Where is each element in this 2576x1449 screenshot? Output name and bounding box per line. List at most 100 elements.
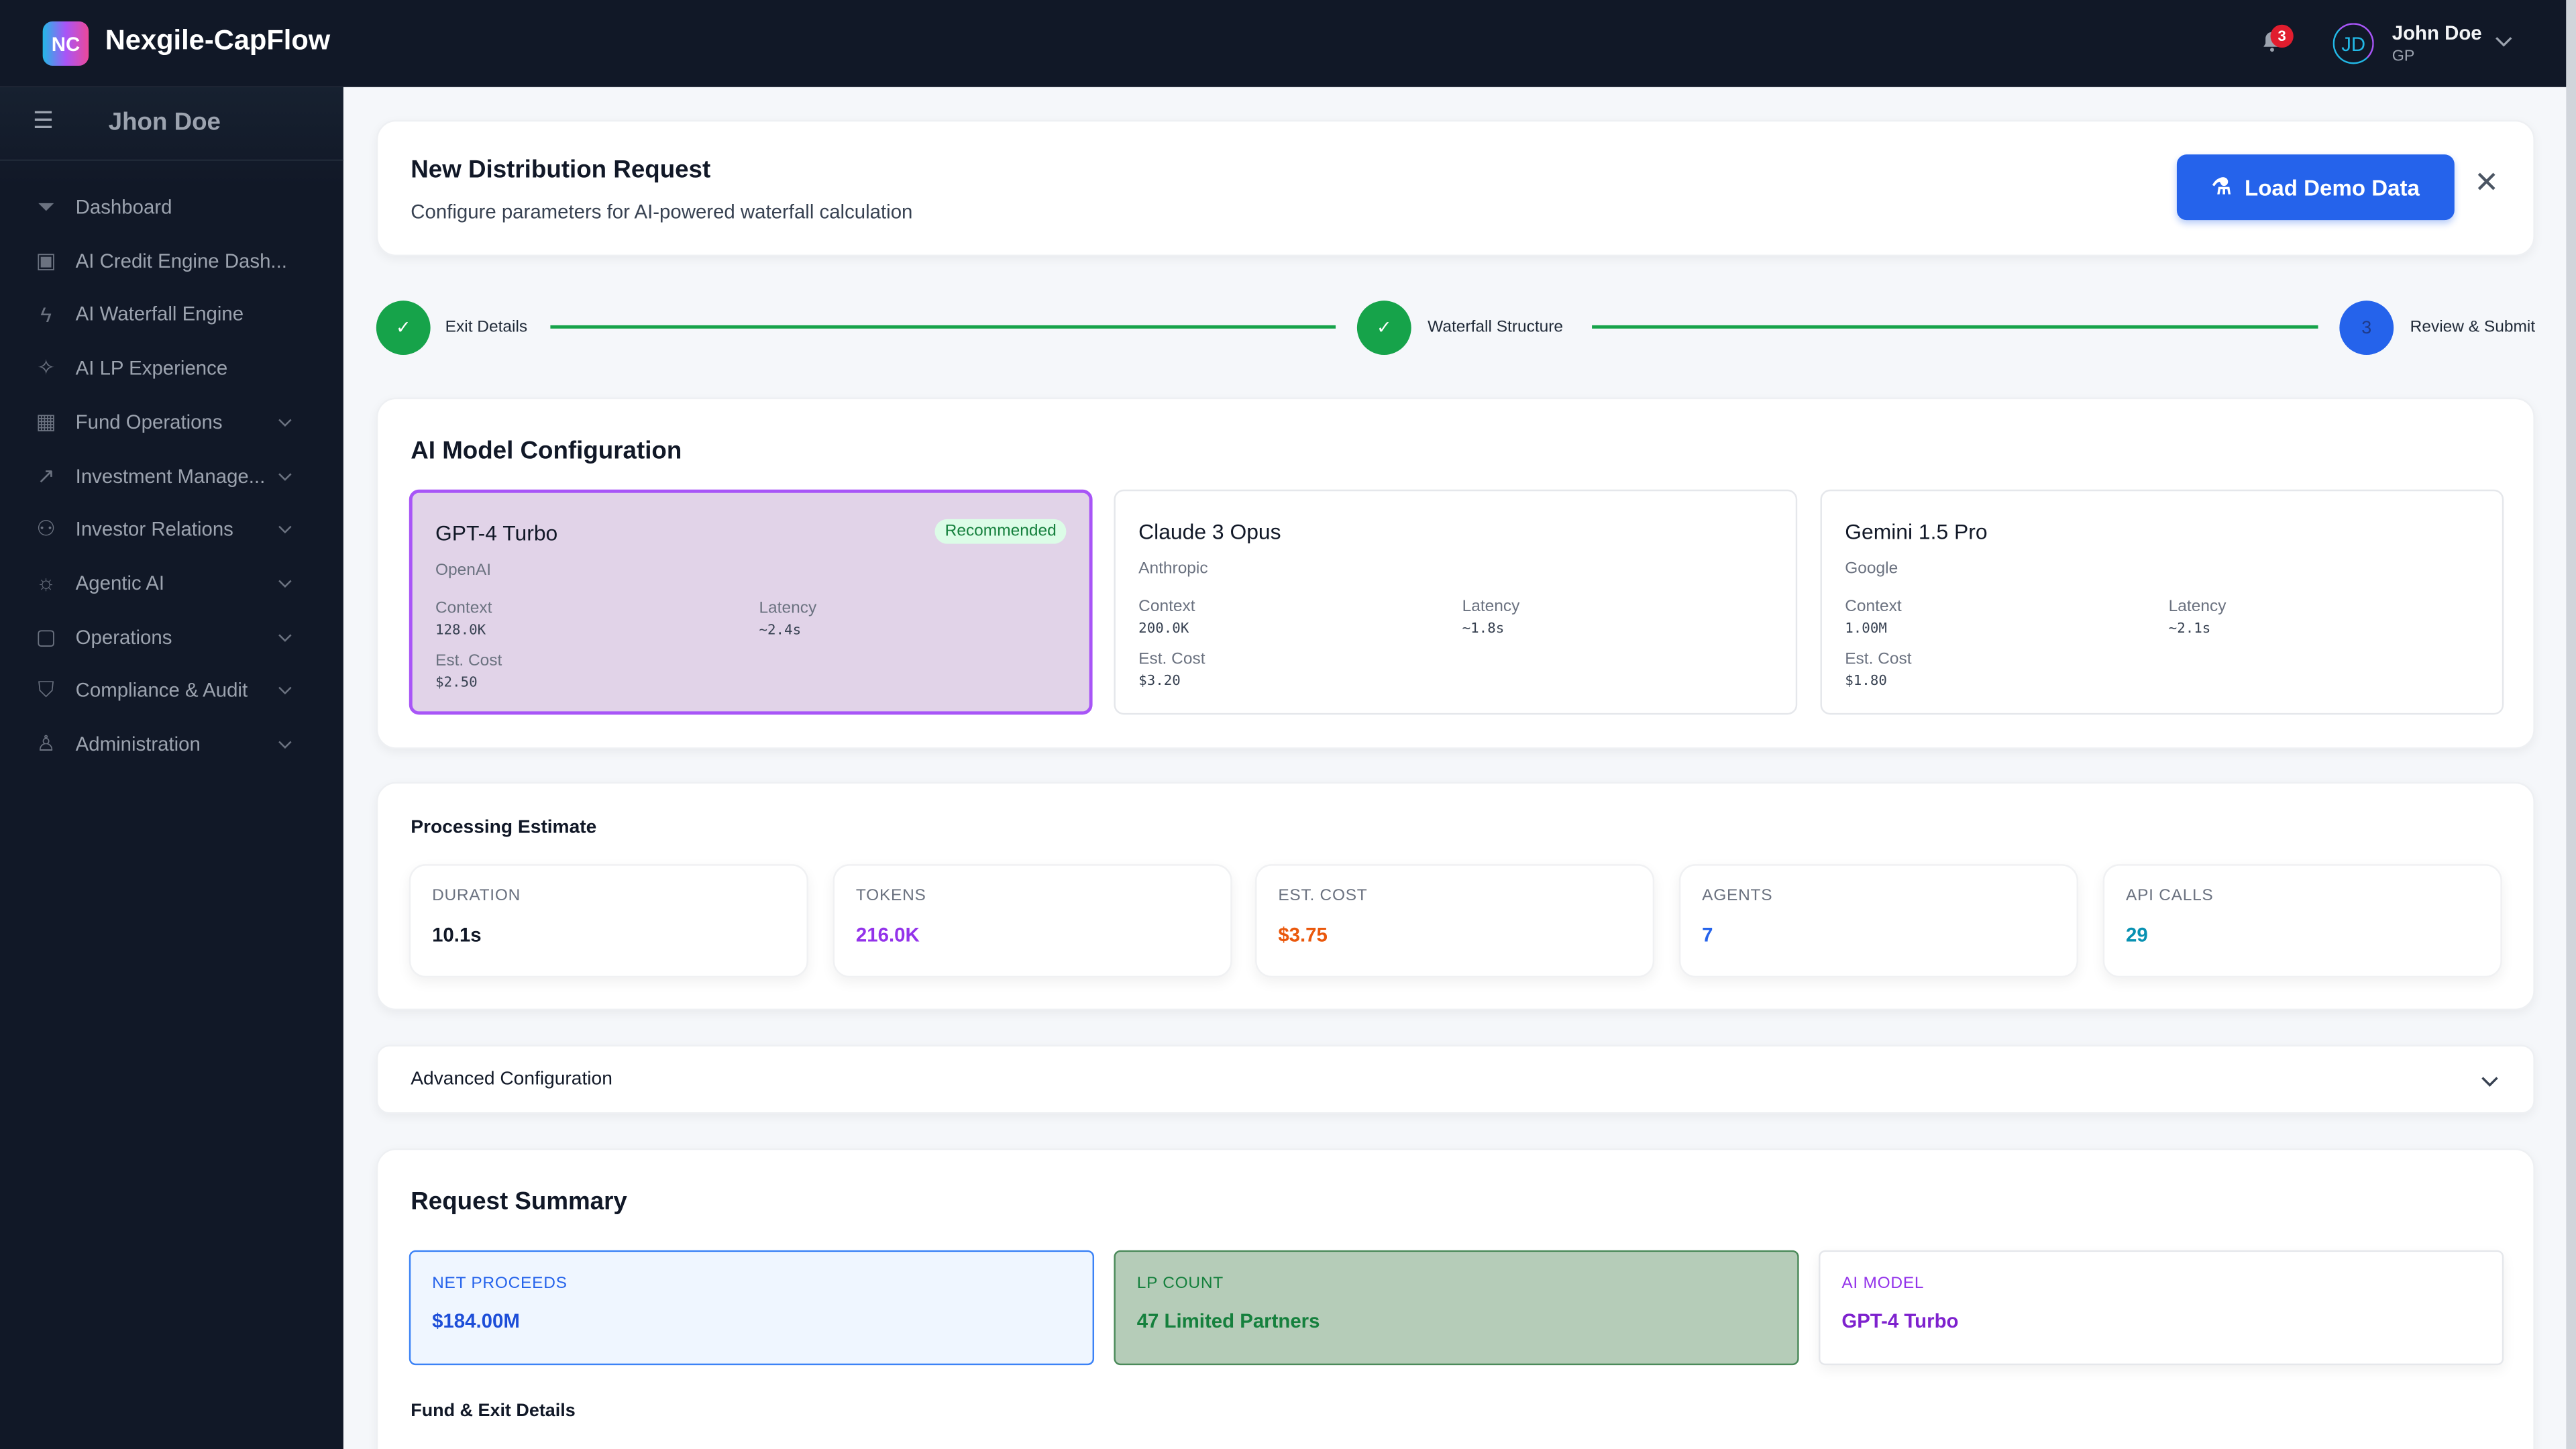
- flask-icon: ⚗: [2211, 174, 2232, 199]
- chevron-down-icon[interactable]: [2479, 1073, 2501, 1089]
- model-name: Gemini 1.5 Pro: [1845, 519, 1988, 544]
- calculator-icon: ▦: [36, 409, 56, 434]
- sidebar-item-label: AI LP Experience: [75, 356, 228, 380]
- scrollbar[interactable]: [2566, 0, 2576, 1449]
- user-group-icon: ♙: [36, 731, 56, 756]
- section-title: AI Model Configuration: [411, 437, 682, 466]
- request-header-card: New Distribution Request Configure param…: [376, 119, 2535, 257]
- app-logo[interactable]: NC: [42, 21, 89, 66]
- summary-label: LP COUNT: [1136, 1275, 1224, 1293]
- sidebar-item-ai-waterfall-engine[interactable]: ϟ AI Waterfall Engine: [0, 291, 329, 337]
- page-title: New Distribution Request: [411, 156, 711, 184]
- chevron-down-icon[interactable]: [276, 576, 294, 590]
- stat-value: 216.0K: [855, 923, 920, 947]
- latency-label: Latency: [1462, 598, 1520, 616]
- sidebar-item-investment-manage[interactable]: ↗ Investment Manage...: [0, 453, 329, 499]
- chevron-down-icon[interactable]: [2494, 33, 2514, 49]
- estimate-stat-est-cost: EST. COST $3.75: [1255, 864, 1655, 978]
- chevron-down-icon[interactable]: [276, 630, 294, 643]
- sidebar-item-fund-operations[interactable]: ▦ Fund Operations: [0, 399, 329, 445]
- step-2-check[interactable]: ✓: [1356, 301, 1411, 355]
- summary-value: 47 Limited Partners: [1136, 1309, 1320, 1333]
- stat-label: AGENTS: [1702, 887, 1773, 906]
- chevron-down-icon[interactable]: [276, 738, 294, 751]
- collapse-menu-icon[interactable]: ☰: [32, 107, 54, 133]
- sidebar-item-compliance-audit[interactable]: ⛉ Compliance & Audit: [0, 667, 329, 714]
- sidebar-item-investor-relations[interactable]: ⚇ Investor Relations: [0, 506, 329, 553]
- sidebar-item-label: Administration: [75, 733, 201, 756]
- model-card[interactable]: Claude 3 Opus Anthropic Context 200.0K La…: [1114, 489, 1798, 715]
- context-label: Context: [435, 599, 492, 618]
- advanced-configuration-toggle[interactable]: Advanced Configuration: [376, 1044, 2535, 1114]
- load-demo-data-button[interactable]: ⚗ Load Demo Data: [2176, 154, 2455, 221]
- estimate-stat-api-calls: API CALLS 29: [2102, 864, 2502, 978]
- context-value: 128.0K: [435, 623, 486, 639]
- users-icon: ⚇: [36, 516, 56, 541]
- close-icon[interactable]: ✕: [2474, 166, 2500, 199]
- cost-label: Est. Cost: [1138, 650, 1205, 669]
- step-connector: [550, 325, 1336, 329]
- user-name[interactable]: John Doe: [2392, 21, 2482, 45]
- stat-label: API CALLS: [2126, 887, 2214, 906]
- context-label: Context: [1138, 598, 1195, 616]
- model-provider: OpenAI: [435, 561, 492, 580]
- context-label: Context: [1845, 598, 1902, 616]
- step-1-label: Exit Details: [445, 319, 528, 337]
- chevron-down-icon[interactable]: [276, 523, 294, 536]
- latency-value: ~2.1s: [2168, 621, 2211, 638]
- sidebar-item-ai-lp-experience[interactable]: ✧ AI LP Experience: [0, 345, 329, 392]
- section-title: Request Summary: [411, 1187, 627, 1216]
- step-1-check[interactable]: ✓: [376, 301, 431, 355]
- sidebar-item-label: Compliance & Audit: [75, 679, 248, 702]
- model-card[interactable]: Gemini 1.5 Pro Google Context 1.00M Laten…: [1820, 489, 2504, 715]
- stat-label: TOKENS: [855, 887, 926, 906]
- model-provider: Anthropic: [1138, 560, 1208, 579]
- sidebar-item-operations[interactable]: ▢ Operations: [0, 614, 329, 660]
- sidebar-item-label: Investor Relations: [75, 517, 233, 541]
- sidebar-item-label: Fund Operations: [75, 410, 223, 434]
- sidebar-user-name: Jhon Doe: [108, 108, 221, 137]
- model-card[interactable]: GPT-4 Turbo Recommended OpenAI Context 128…: [409, 489, 1093, 715]
- step-connector: [1592, 325, 2318, 329]
- step-2-label: Waterfall Structure: [1428, 319, 1564, 337]
- model-name: GPT-4 Turbo: [435, 521, 558, 546]
- sidebar: ☰ Jhon Doe ⏷ Dashboard ▣ AI Credit Engine D…: [0, 87, 343, 1449]
- summary-value: $184.00M: [432, 1309, 520, 1333]
- sidebar-item-dashboard[interactable]: ⏷ Dashboard: [0, 184, 329, 230]
- stat-label: EST. COST: [1278, 887, 1368, 906]
- sidebar-item-label: Dashboard: [75, 195, 172, 219]
- step-3-number[interactable]: 3: [2339, 301, 2394, 355]
- cost-label: Est. Cost: [1845, 650, 1912, 669]
- chevron-down-icon[interactable]: [276, 684, 294, 698]
- bolt-icon: ϟ: [40, 302, 52, 327]
- sidebar-item-ai-credit-engine-dash[interactable]: ▣ AI Credit Engine Dash...: [0, 237, 329, 284]
- estimate-stat-duration: DURATION 10.1s: [409, 864, 808, 978]
- context-value: 1.00M: [1845, 621, 1887, 638]
- stat-value: 7: [1702, 923, 1713, 947]
- latency-value: ~1.8s: [1462, 621, 1505, 638]
- trending-up-icon: ↗: [37, 462, 55, 488]
- stat-value: 10.1s: [432, 923, 482, 947]
- sidebar-item-label: Operations: [75, 625, 172, 649]
- chevron-down-icon[interactable]: [276, 415, 294, 429]
- section-title: Processing Estimate: [411, 818, 597, 838]
- cost-value: $3.20: [1138, 674, 1181, 690]
- top-bar: NC Nexgile-CapFlow 3 JD John Doe GP: [0, 0, 2567, 87]
- cost-value: $2.50: [435, 675, 478, 692]
- step-3-label: Review & Submit: [2410, 319, 2536, 337]
- sidebar-item-administration[interactable]: ♙ Administration: [0, 721, 329, 767]
- notification-badge[interactable]: 3: [2270, 24, 2294, 48]
- stat-label: DURATION: [432, 887, 521, 906]
- avatar[interactable]: JD: [2332, 23, 2374, 64]
- latency-label: Latency: [759, 599, 817, 618]
- summary-label: NET PROCEEDS: [432, 1275, 568, 1293]
- user-role: GP: [2392, 48, 2415, 66]
- model-name: Claude 3 Opus: [1138, 519, 1281, 544]
- chevron-down-icon[interactable]: [276, 469, 294, 482]
- latency-value: ~2.4s: [759, 623, 802, 639]
- sidebar-item-agentic-ai[interactable]: ☼ Agentic AI: [0, 560, 329, 606]
- sidebar-item-label: AI Credit Engine Dash...: [75, 249, 287, 272]
- summary-label: AI MODEL: [1841, 1275, 1925, 1293]
- cost-label: Est. Cost: [435, 652, 502, 671]
- fund-exit-title: Fund & Exit Details: [411, 1401, 576, 1421]
